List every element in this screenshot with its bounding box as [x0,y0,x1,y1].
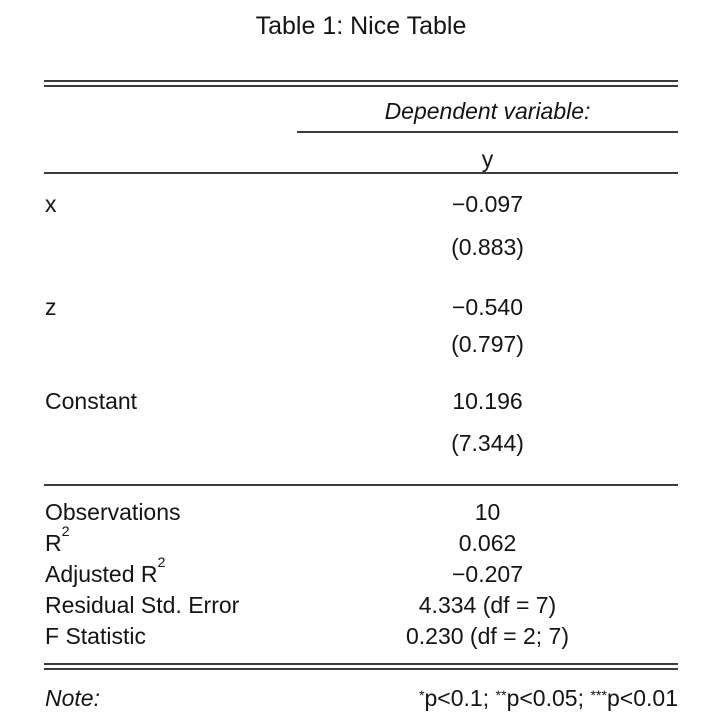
coef-stderror-constant: (7.344) [451,430,524,456]
stat-label-f-statistic: F Statistic [45,623,146,649]
top-double-rule [44,80,678,87]
note-text: *p<0.1; **p<0.05; ***p<0.01 [297,684,678,712]
stat-label-sup: 2 [61,523,70,540]
coef-label-constant: Constant [45,388,138,414]
stats-separator-rule [44,484,678,486]
dependent-variable-underline [297,131,678,133]
coef-label-z: z [45,294,57,320]
coef-estimate-constant: 10.196 [452,388,523,414]
coef-estimate-z: −0.540 [452,294,523,320]
stat-value-r2: 0.062 [458,530,517,556]
stat-label-sup: 2 [157,554,166,571]
significance-star: * [418,687,425,704]
stat-label-observations: Observations [45,499,181,525]
stat-value-f-statistic: 0.230 (df = 2; 7) [405,623,570,649]
stat-label-residual-std-error: Residual Std. Error [45,592,240,618]
significance-star: *** [590,687,607,704]
coef-estimate-x: −0.097 [452,191,523,217]
stat-value-adjusted-r2: −0.207 [452,561,523,587]
coef-stderror-z: (0.797) [451,331,524,357]
significance-star: ** [495,687,507,704]
note-label: Note: [45,685,100,711]
bottom-double-rule [44,663,678,670]
table-caption: Table 1: Nice Table [255,12,467,40]
note-segment: p<0.1; [424,685,496,711]
note-segment: p<0.01 [607,685,678,711]
coef-label-x: x [45,191,57,217]
stat-value-observations: 10 [474,499,501,525]
stat-value-residual-std-error: 4.334 (df = 7) [418,592,557,618]
note-segment: p<0.05; [506,685,591,711]
header-bottom-rule [44,172,678,174]
dependent-variable-header: Dependent variable: [384,98,591,124]
column-header: y [481,146,494,172]
stat-label-r2: R2 [45,523,70,556]
stat-label-adjusted-r2: Adjusted R2 [45,554,166,587]
coef-stderror-x: (0.883) [451,234,524,260]
